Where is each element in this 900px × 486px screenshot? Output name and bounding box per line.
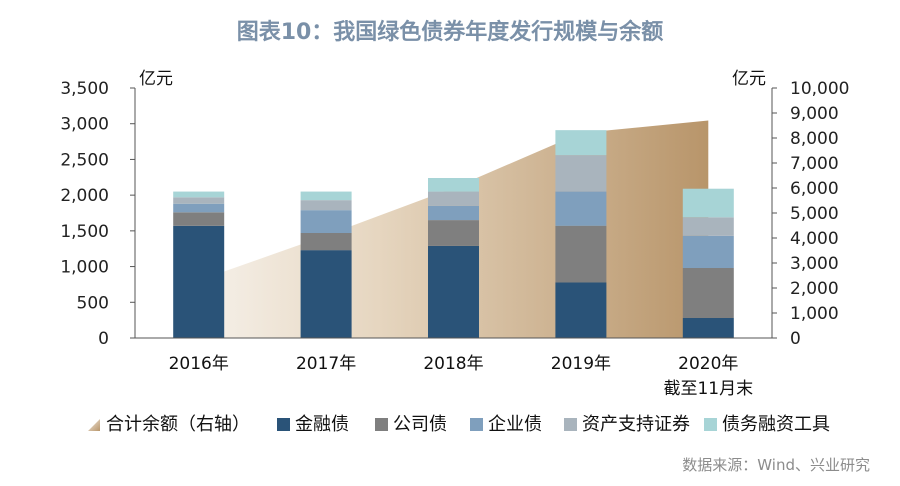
legend-label: 合计余额（右轴） xyxy=(106,414,250,435)
bar-债务融资工具-2016年 xyxy=(173,191,225,198)
right-tick-label: 10,000 xyxy=(790,79,849,99)
axis-layer: 0 500 1,000 1,500 2,000 2,500 3,000 3,500 0 1,000… xyxy=(60,69,849,399)
bar-资产支持证券-2020年 xyxy=(682,217,734,236)
bar-资产支持证券-2019年 xyxy=(555,155,607,192)
legend-label: 金融债 xyxy=(295,414,349,435)
bar-金融债-2016年 xyxy=(173,225,225,338)
bar-公司债-2017年 xyxy=(300,233,352,251)
legend-swatch xyxy=(564,418,577,431)
right-tick-label: 3,000 xyxy=(790,254,839,274)
x-tick-label: 2017年 xyxy=(296,354,356,374)
left-tick-label: 0 xyxy=(98,329,109,349)
x-tick-label: 2019年 xyxy=(551,354,611,374)
legend-label: 企业债 xyxy=(488,414,542,435)
left-tick-label: 2,000 xyxy=(60,186,109,206)
right-tick-label: 6,000 xyxy=(790,179,839,199)
right-tick-label: 9,000 xyxy=(790,104,839,124)
left-axis-unit: 亿元 xyxy=(139,69,173,89)
bar-金融债-2018年 xyxy=(428,245,479,338)
bar-债务融资工具-2020年 xyxy=(682,188,734,218)
legend-swatch xyxy=(375,418,388,431)
legend-swatch-area xyxy=(88,419,100,431)
bar-资产支持证券-2018年 xyxy=(428,191,479,206)
right-tick-label: 8,000 xyxy=(790,129,839,149)
left-tick-label: 1,000 xyxy=(60,258,109,278)
left-tick-label: 3,500 xyxy=(60,79,109,99)
x-tick-label: 2018年 xyxy=(423,354,483,374)
right-axis-unit: 亿元 xyxy=(732,69,766,89)
bar-layer xyxy=(173,130,734,338)
bar-金融债-2019年 xyxy=(555,282,607,338)
legend: 合计余额（右轴） 金融债 公司债 企业债 资产支持证券 债务融资工具 xyxy=(88,414,830,435)
bar-公司债-2018年 xyxy=(428,220,479,246)
bar-公司债-2020年 xyxy=(682,268,734,318)
bar-企业债-2017年 xyxy=(300,210,352,233)
left-tick-label: 3,000 xyxy=(60,115,109,135)
bar-债务融资工具-2019年 xyxy=(555,130,607,156)
bar-金融债-2017年 xyxy=(300,250,352,338)
x-tick-sublabel: 截至11月末 xyxy=(663,379,753,399)
right-tick-label: 2,000 xyxy=(790,279,839,299)
legend-label: 公司债 xyxy=(393,414,447,435)
bar-企业债-2018年 xyxy=(428,205,479,221)
bar-公司债-2019年 xyxy=(555,225,607,283)
legend-label: 资产支持证券 xyxy=(582,414,690,435)
right-tick-label: 0 xyxy=(790,329,801,349)
x-tick-label: 2020年 xyxy=(678,354,738,374)
left-tick-label: 2,500 xyxy=(60,150,109,170)
right-tick-label: 7,000 xyxy=(790,154,839,174)
legend-swatch xyxy=(704,418,717,431)
bar-金融债-2020年 xyxy=(682,318,734,338)
bar-公司债-2016年 xyxy=(173,212,225,226)
bar-企业债-2019年 xyxy=(555,191,607,226)
left-tick-label: 500 xyxy=(77,293,109,313)
chart-title: 图表10：我国绿色债券年度发行规模与余额 xyxy=(236,20,664,45)
legend-swatch xyxy=(470,418,483,431)
left-tick-label: 1,500 xyxy=(60,222,109,242)
bar-资产支持证券-2017年 xyxy=(300,200,352,211)
legend-swatch xyxy=(277,418,290,431)
bar-债务融资工具-2017年 xyxy=(300,191,352,201)
bar-企业债-2020年 xyxy=(682,235,734,268)
bar-债务融资工具-2018年 xyxy=(428,178,479,192)
right-tick-label: 5,000 xyxy=(790,204,839,224)
source-note: 数据来源：Wind、兴业研究 xyxy=(682,456,870,474)
x-tick-label: 2016年 xyxy=(169,354,229,374)
right-tick-label: 4,000 xyxy=(790,229,839,249)
bar-资产支持证券-2016年 xyxy=(173,197,225,204)
bar-企业债-2016年 xyxy=(173,203,225,213)
right-tick-label: 1,000 xyxy=(790,304,839,324)
legend-label: 债务融资工具 xyxy=(722,414,830,435)
